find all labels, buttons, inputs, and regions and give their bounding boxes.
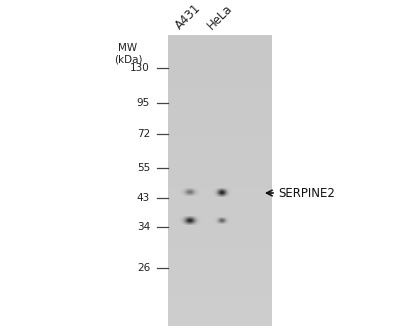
- Bar: [168, 202, 272, 210]
- Bar: [168, 115, 272, 123]
- Bar: [168, 318, 272, 326]
- Bar: [168, 36, 272, 43]
- Text: HeLa: HeLa: [205, 2, 235, 32]
- Bar: [168, 173, 272, 181]
- Text: 55: 55: [137, 163, 150, 173]
- Bar: [168, 239, 272, 246]
- Bar: [168, 79, 272, 86]
- Bar: [168, 159, 272, 166]
- Text: 95: 95: [137, 97, 150, 108]
- Bar: [168, 123, 272, 130]
- Bar: [168, 260, 272, 268]
- Bar: [168, 72, 272, 79]
- Bar: [168, 64, 272, 72]
- Text: 43: 43: [137, 193, 150, 203]
- Bar: [168, 43, 272, 50]
- Bar: [168, 304, 272, 311]
- Text: 130: 130: [130, 63, 150, 73]
- Bar: [168, 217, 272, 224]
- Bar: [168, 311, 272, 318]
- Bar: [168, 50, 272, 57]
- Text: SERPINE2: SERPINE2: [278, 187, 335, 200]
- Text: 72: 72: [137, 129, 150, 139]
- Bar: [168, 166, 272, 173]
- Bar: [168, 195, 272, 202]
- Bar: [168, 137, 272, 144]
- Bar: [168, 86, 272, 93]
- Text: 34: 34: [137, 222, 150, 232]
- Text: A431: A431: [173, 2, 204, 32]
- Bar: [168, 130, 272, 137]
- Bar: [168, 188, 272, 195]
- Text: 26: 26: [137, 263, 150, 273]
- Text: MW
(kDa): MW (kDa): [114, 43, 142, 65]
- Bar: [168, 101, 272, 108]
- Bar: [168, 275, 272, 282]
- Bar: [168, 57, 272, 64]
- Bar: [168, 253, 272, 260]
- Bar: [168, 36, 272, 326]
- Bar: [168, 151, 272, 159]
- Bar: [168, 93, 272, 101]
- Bar: [168, 296, 272, 304]
- Bar: [168, 108, 272, 115]
- Bar: [168, 231, 272, 239]
- Bar: [168, 289, 272, 296]
- Bar: [168, 268, 272, 275]
- Bar: [168, 282, 272, 289]
- Bar: [168, 246, 272, 253]
- Bar: [168, 181, 272, 188]
- Bar: [168, 210, 272, 217]
- Bar: [168, 224, 272, 231]
- Bar: [168, 144, 272, 151]
